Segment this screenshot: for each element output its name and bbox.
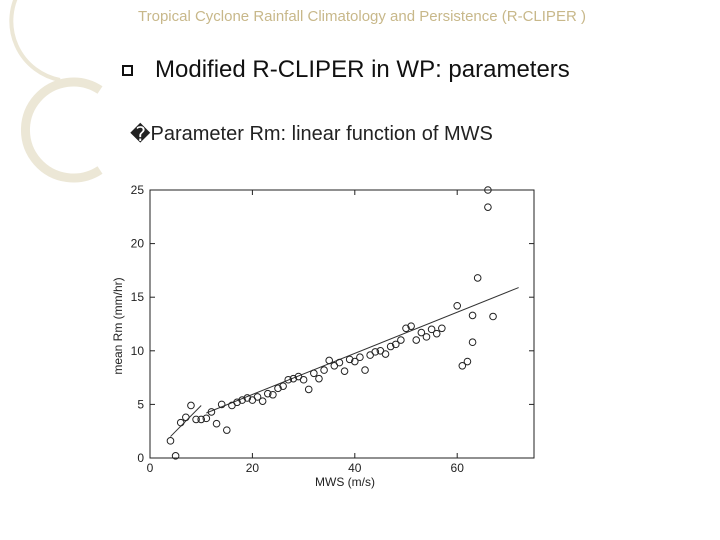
data-point: [484, 186, 492, 194]
data-point: [361, 366, 369, 374]
data-point: [284, 375, 293, 384]
data-point: [258, 397, 267, 405]
data-point: [279, 382, 287, 390]
data-point: [407, 322, 415, 330]
x-tick-label: 60: [451, 461, 465, 475]
data-point: [310, 369, 318, 378]
data-point: [197, 415, 205, 424]
data-point: [166, 437, 175, 445]
data-point: [192, 415, 200, 424]
data-point: [217, 400, 226, 409]
data-point: [182, 413, 190, 422]
data-point: [345, 355, 354, 364]
scatter-chart: 0 20 40 60 0 5 10 15 20 25 MWS (m/s) mean Rm (mm/…: [111, 183, 535, 489]
data-point: [381, 350, 390, 358]
data-point: [202, 414, 211, 423]
x-tick-label: 0: [147, 461, 154, 475]
plot-frame: [149, 189, 535, 459]
y-tick-label: 10: [131, 344, 145, 358]
data-point: [417, 328, 426, 337]
data-point: [304, 385, 313, 394]
data-point: [468, 311, 477, 320]
data-point: [453, 301, 462, 310]
y-axis-label: mean Rm (mm/hr): [111, 277, 125, 374]
sub-bullet-text: Parameter Rm: linear function of MWS: [150, 123, 493, 145]
data-point: [289, 374, 298, 383]
data-point: [489, 312, 497, 321]
data-point: [386, 342, 395, 351]
data-point: [238, 396, 246, 404]
header-title: Tropical Cyclone Rainfall Climatology an…: [138, 8, 586, 25]
decorative-arcs: [9, 0, 103, 183]
data-point: [412, 336, 421, 344]
data-point: [371, 348, 380, 356]
data-point: [207, 408, 216, 416]
heading-bullet: Modified R-CLIPER in WP: parameters: [122, 56, 570, 84]
data-point: [243, 394, 252, 402]
data-point: [171, 452, 180, 460]
data-point: [325, 356, 333, 365]
data-point: [176, 418, 185, 427]
data-point: [320, 366, 328, 374]
data-point: [274, 384, 282, 393]
data-point: [473, 274, 482, 282]
data-point: [427, 325, 436, 334]
data-point: [351, 357, 359, 366]
data-point: [315, 374, 323, 383]
data-point: [422, 333, 431, 341]
x-axis-label: MWS (m/s): [315, 475, 375, 489]
data-point: [233, 398, 241, 407]
data-point: [397, 336, 405, 344]
data-point: [458, 362, 467, 370]
x-tick-label: 20: [246, 461, 260, 475]
data-point: [468, 338, 477, 347]
x-tick-label: 40: [348, 461, 362, 475]
data-point: [438, 324, 446, 333]
data-point: [391, 340, 400, 349]
y-tick-label: 5: [137, 397, 144, 411]
data-point: [463, 357, 472, 366]
square-bullet-icon: [122, 64, 133, 76]
data-point: [356, 353, 364, 362]
data-point: [335, 358, 344, 367]
data-point: [402, 324, 410, 333]
bullet-marker: �: [130, 124, 151, 146]
data-point: [263, 389, 272, 398]
data-point: [253, 393, 262, 401]
data-point: [212, 419, 221, 428]
slide-heading: Modified R-CLIPER in WP: parameters: [155, 56, 570, 83]
y-tick-label: 15: [131, 290, 145, 304]
data-point: [223, 426, 231, 434]
y-tick-label: 0: [137, 451, 144, 465]
data-point: [432, 329, 441, 338]
fit-line: [206, 287, 519, 414]
data-point: [187, 401, 195, 410]
data-point: [340, 367, 349, 375]
data-point: [484, 203, 492, 211]
y-tick-label: 20: [131, 237, 145, 251]
data-point: [269, 390, 277, 399]
y-tick-label: 25: [131, 183, 145, 197]
data-point: [299, 375, 308, 384]
sub-bullet: � Parameter Rm: linear function of MWS: [130, 122, 493, 147]
